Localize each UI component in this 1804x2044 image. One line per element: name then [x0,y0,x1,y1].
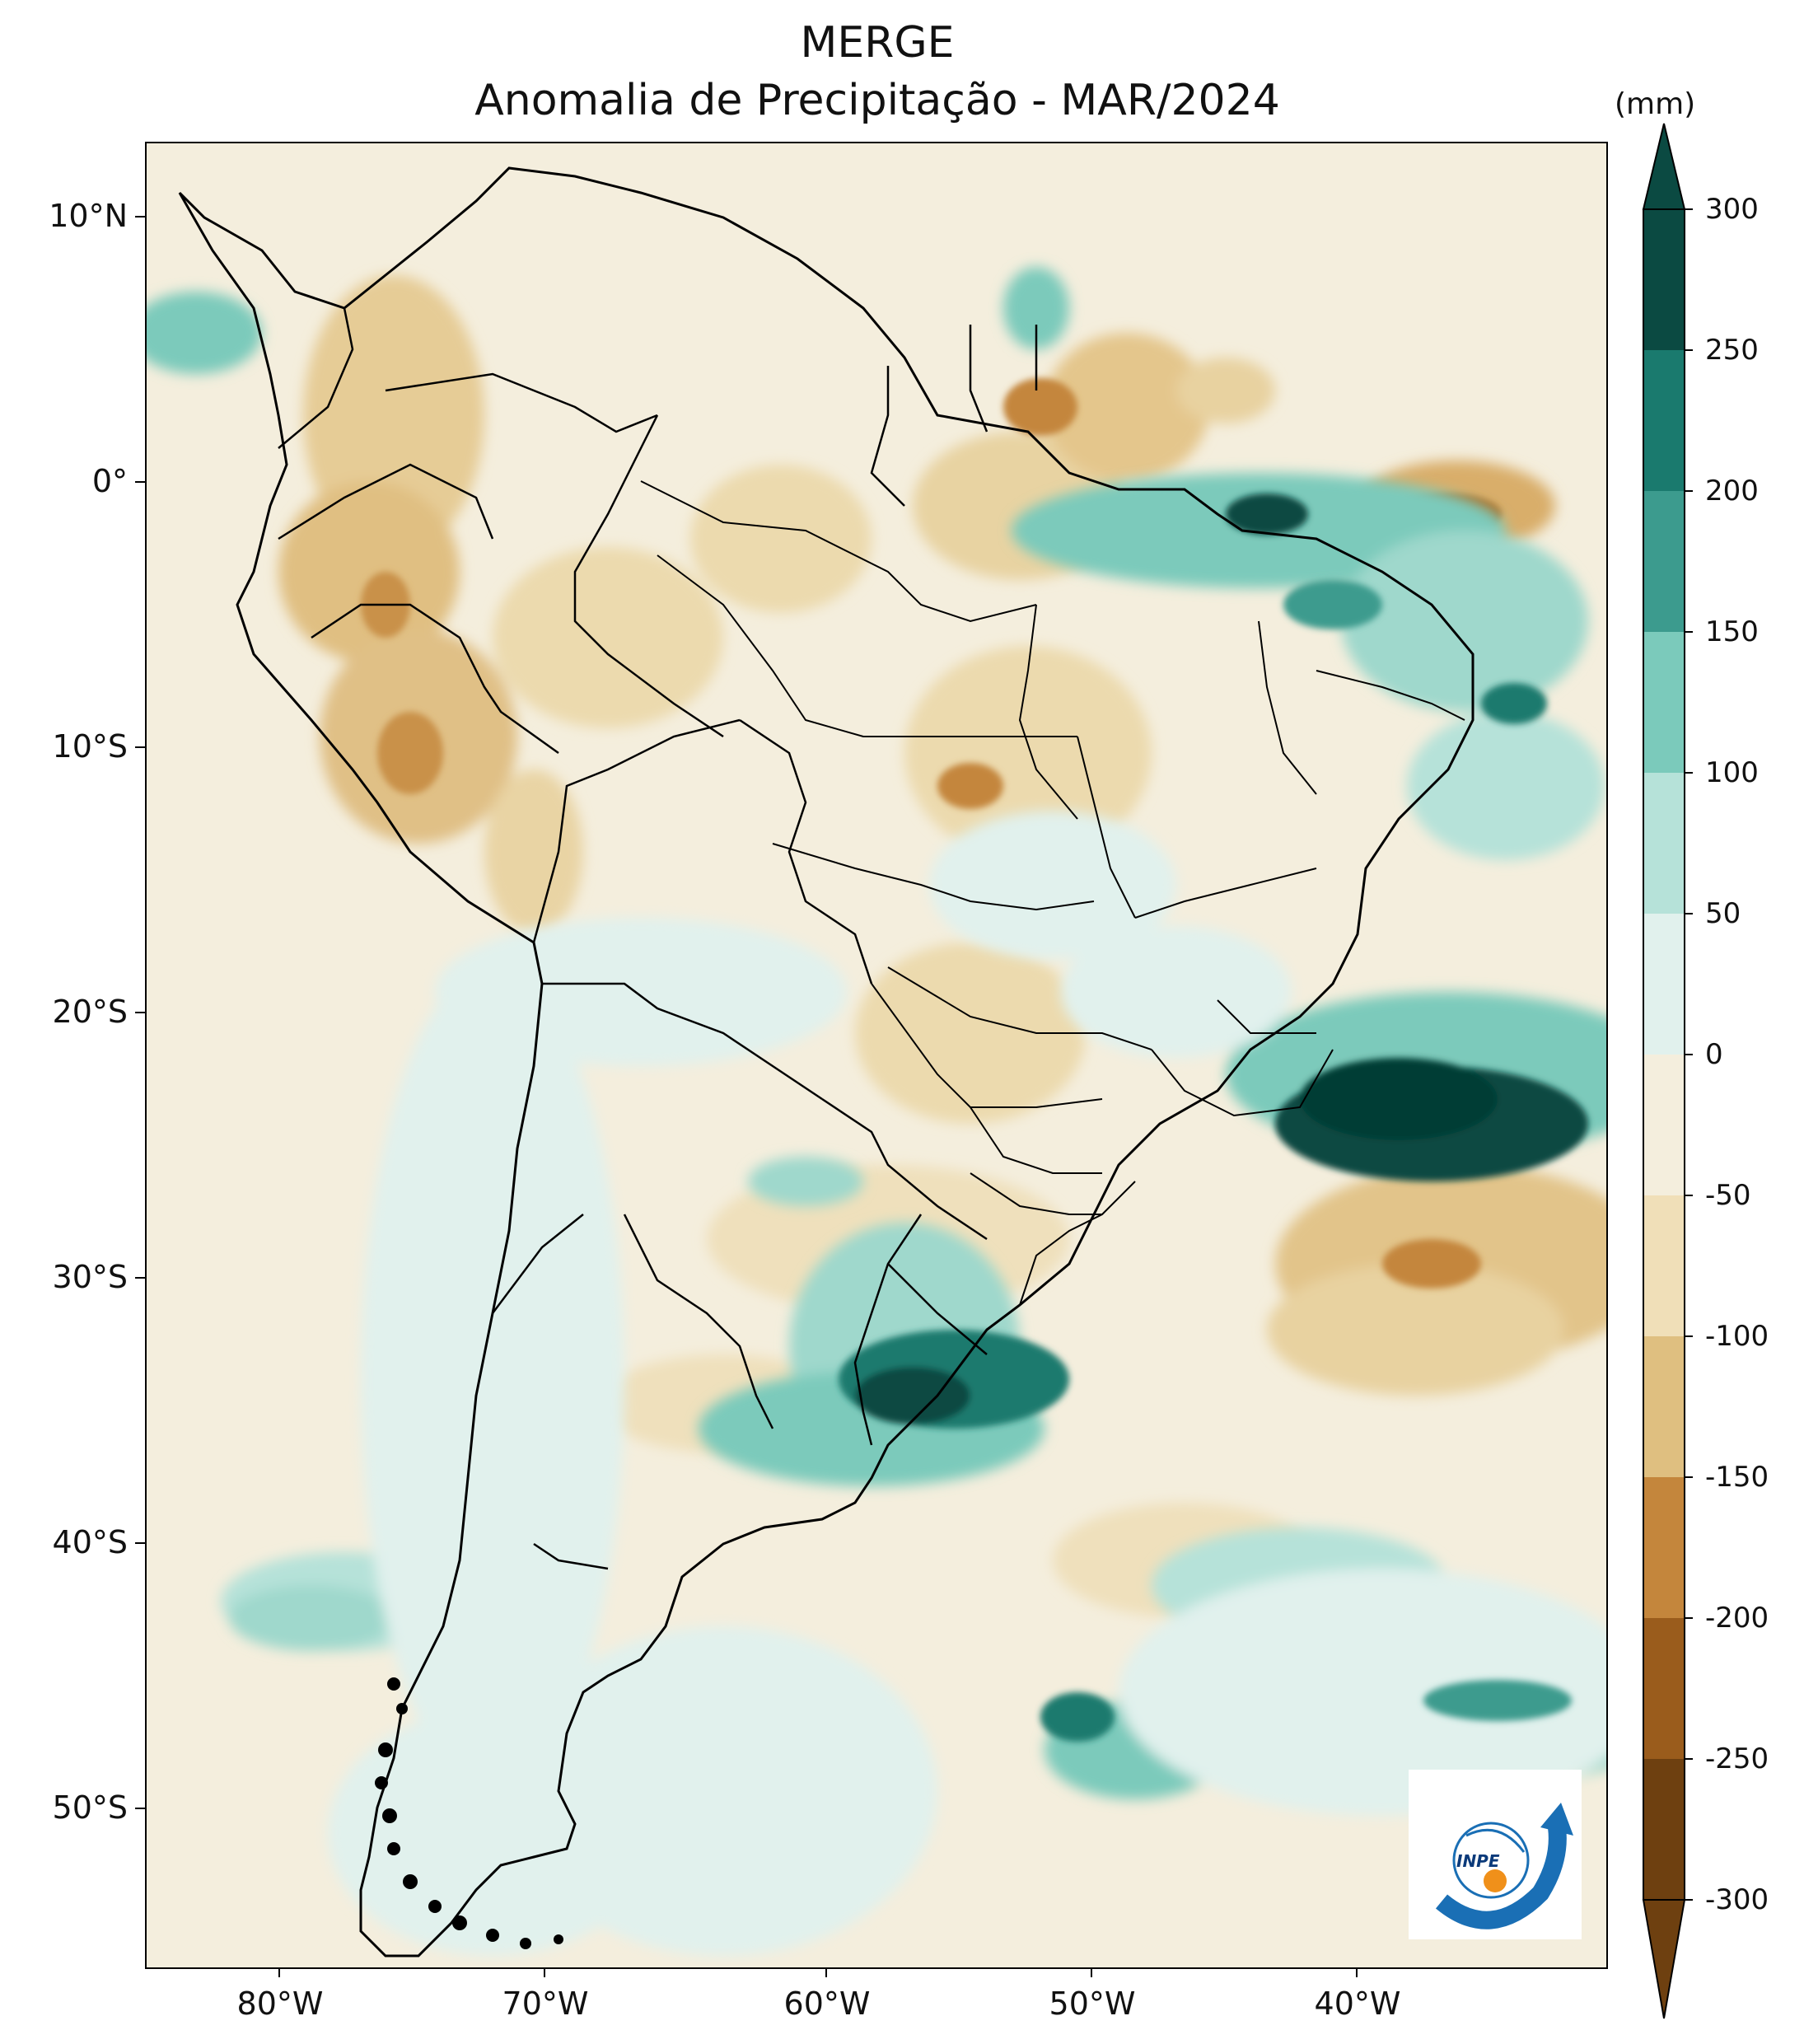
colorbar-segment [1643,773,1685,914]
lat-tickmark [135,481,145,483]
lat-tick-label: 0° [91,463,128,499]
colorbar-label: -200 [1705,1602,1769,1635]
lon-tick-label: 60°W [783,1986,871,2022]
lon-tick-label: 80°W [236,1986,324,2022]
colorbar-segment [1643,914,1685,1055]
lat-tick-label: 30°S [52,1259,128,1295]
brazil-state-borders [640,480,1465,1306]
lat-tickmark [135,1277,145,1279]
colorbar-segment [1643,1336,1685,1477]
colorbar-extend-min [1642,1899,1686,2019]
inpe-logo-icon: INPE [1435,1803,1573,1929]
country-borders [278,307,1038,1570]
colorbar-segment [1643,350,1685,491]
precipitation-anomaly-map [147,166,1606,1957]
colorbar-label: -250 [1705,1742,1769,1775]
colorbar-label: -100 [1705,1320,1769,1353]
colorbar-segment [1643,1618,1685,1759]
map-area [145,142,1608,1969]
inpe-logo: INPE [1409,1770,1582,1939]
lon-tick-label: 70°W [502,1986,589,2022]
colorbar [1642,123,1693,2019]
lat-tickmark [135,1808,145,1809]
colorbar-label: -50 [1705,1179,1751,1212]
lon-tickmark [825,1967,827,1977]
lat-tickmark [135,216,145,217]
coastline [178,166,1475,1957]
colorbar-label: 200 [1705,475,1759,507]
lat-tick-label: 50°S [52,1789,128,1826]
lat-tick-label: 20°S [52,994,128,1030]
lon-tickmark [544,1967,545,1977]
colorbar-label: 0 [1705,1038,1723,1071]
lon-tick-label: 40°W [1314,1986,1401,2022]
colorbar-segment [1643,491,1685,632]
lon-tickmark [278,1967,280,1977]
colorbar-label: 100 [1705,756,1759,789]
colorbar-segment [1643,632,1685,773]
colorbar-segment [1643,1759,1685,1900]
anomaly-field-wet [147,267,1606,1956]
lon-tick-label: 50°W [1049,1986,1136,2022]
lat-tickmark [135,1542,145,1544]
lat-tick-label: 10°N [49,198,128,234]
map-subtitle: Anomalia de Precipitação - MAR/2024 [474,76,1280,125]
colorbar-label: 150 [1705,615,1759,648]
colorbar-segment [1643,1055,1685,1195]
map-title: MERGE [800,18,955,68]
lat-tickmark [135,746,145,748]
colorbar-label: -300 [1705,1883,1769,1916]
lon-tickmark [1091,1967,1092,1977]
lat-tick-label: 10°S [52,728,128,765]
colorbar-segment [1643,209,1685,350]
colorbar-label: 300 [1705,193,1759,226]
anomaly-field-wet-core [839,493,1588,1742]
colorbar-label: 50 [1705,897,1741,930]
lat-tickmark [135,1012,145,1013]
colorbar-segment [1643,1477,1685,1618]
lon-tickmark [1356,1967,1358,1977]
colorbar-segment [1643,1195,1685,1336]
colorbar-label: -150 [1705,1461,1769,1494]
southern-archipelago [375,1677,563,1949]
logo-text: INPE [1456,1851,1500,1871]
lat-tick-label: 40°S [52,1524,128,1560]
colorbar-label: 250 [1705,334,1759,367]
colorbar-unit: (mm) [1615,87,1696,121]
colorbar-extend-max [1642,123,1686,210]
